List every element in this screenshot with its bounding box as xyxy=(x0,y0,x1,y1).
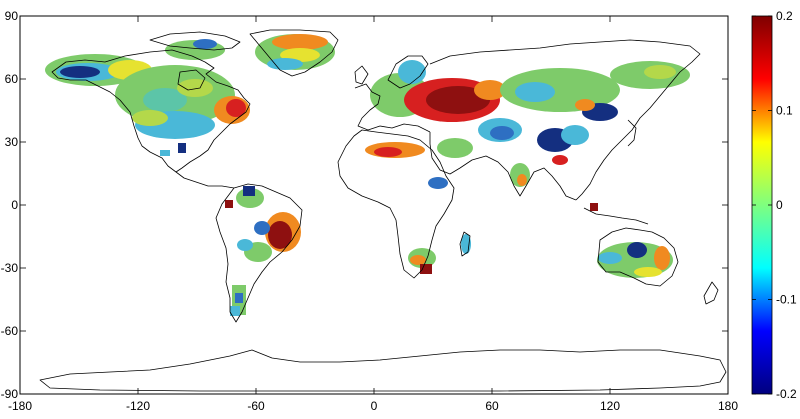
field-blob-australia-blue xyxy=(627,242,647,258)
field-blob-indochina-red xyxy=(590,203,598,211)
field-blob-sa-east-blue xyxy=(254,221,270,235)
field-blob-central-asia-blue xyxy=(490,126,514,140)
x-tick-label: 120 xyxy=(600,399,620,413)
field-blob-alaska-blue xyxy=(60,66,100,78)
y-tick-label: 90 xyxy=(5,9,19,23)
field-blob-east-siberia-yellow xyxy=(644,65,676,79)
coast-greenland xyxy=(249,29,339,77)
y-tick-label: 0 xyxy=(11,198,18,212)
field-blob-sa-central-cyan xyxy=(237,239,253,251)
x-axis: -180 -120 -60 0 60 120 180 xyxy=(8,16,738,413)
field-blob-china-cyan xyxy=(561,125,589,145)
coast-hudson-bay xyxy=(177,69,206,91)
field-blob-sa-patagonia-blue xyxy=(235,293,243,303)
field-blob-arabia-blue xyxy=(428,177,448,189)
field-blob-sa-patagonia-cyan xyxy=(230,306,240,316)
field-blob-southern-africa-orange xyxy=(410,255,426,265)
field-blob-canada-yellow2 xyxy=(177,79,213,97)
coast-arctic-islands xyxy=(149,31,241,51)
field-blob-scandinavia-cyan xyxy=(398,60,426,84)
coast-south-america xyxy=(215,183,303,323)
x-tick-label: 60 xyxy=(485,399,499,413)
coast-europe xyxy=(354,83,431,133)
field-blob-australia-yellow xyxy=(634,267,662,277)
y-tick-label: 60 xyxy=(5,72,19,86)
x-tick-label: 0 xyxy=(371,399,378,413)
field-blob-australia-cyan xyxy=(598,252,622,264)
coast-antarctica xyxy=(39,349,727,392)
coast-madagascar xyxy=(459,231,471,257)
coast-asia-south xyxy=(429,132,577,201)
field-blob-sa-east-red xyxy=(268,221,292,249)
field-blob-sa-north-blue xyxy=(243,186,255,196)
coast-japan xyxy=(627,119,637,147)
field-blob-sa-west-red xyxy=(225,200,233,208)
x-tick-label: -60 xyxy=(247,399,265,413)
coast-uk xyxy=(354,65,369,85)
field-blob-canada-cyan xyxy=(143,88,187,112)
field-blob-russia-darkred xyxy=(426,86,490,114)
field-blob-australia-orange xyxy=(654,246,670,270)
y-axis: 90 60 30 0 -30 -60 -90 xyxy=(1,9,728,401)
coast-new-zealand xyxy=(703,281,719,305)
colorbar-tick-label: 0.2 xyxy=(776,9,793,23)
colorbar-tick-label: -0.1 xyxy=(776,293,797,307)
coast-eurasia-north xyxy=(429,39,701,201)
field-blob-iran-green xyxy=(437,138,473,158)
coast-north-america xyxy=(51,49,251,173)
field-blob-us-yellow xyxy=(132,110,168,126)
field-blob-florida-blue xyxy=(178,143,186,153)
x-tick-label: 180 xyxy=(718,399,738,413)
x-tick-label: -180 xyxy=(8,399,32,413)
field-blob-se-asia-red xyxy=(552,155,568,165)
map-panel xyxy=(19,15,729,395)
field-blob-siberia-cyan xyxy=(515,82,555,102)
field-blob-greenland-cyan xyxy=(267,58,303,70)
field-blob-mongolia-orange xyxy=(575,99,595,111)
y-tick-label: -60 xyxy=(1,324,19,338)
field-blob-middle-east-red xyxy=(374,147,402,157)
x-tick-label: -120 xyxy=(126,399,150,413)
colorbar-ticks: 0.2 0.1 0 -0.1 -0.2 xyxy=(752,9,797,401)
colorbar: 0.2 0.1 0 -0.1 -0.2 xyxy=(751,9,797,401)
coast-scandinavia xyxy=(387,55,429,89)
coastlines xyxy=(39,29,727,392)
y-tick-label: -30 xyxy=(1,261,19,275)
coast-central-america xyxy=(175,171,235,189)
y-tick-label: 30 xyxy=(5,135,19,149)
field-blob-greenland-orange xyxy=(272,34,328,50)
field-blob-southern-africa-darkred xyxy=(420,264,432,274)
coast-australia xyxy=(597,227,679,287)
field-blob-us-east-red xyxy=(226,99,246,117)
coast-africa xyxy=(337,129,455,279)
colorbar-tick-label: 0.1 xyxy=(776,104,793,118)
y-tick-label: -90 xyxy=(1,387,19,401)
field-blob-mexico-cyan xyxy=(160,150,170,156)
colorbar-tick-label: 0 xyxy=(776,198,783,212)
field-blob-india-orange xyxy=(517,174,527,186)
field-blob-arctic-blue xyxy=(193,39,217,49)
field-blob-russia-orange xyxy=(474,80,506,100)
coast-indonesia xyxy=(583,207,649,225)
data-field xyxy=(45,34,690,316)
colorbar-tick-label: -0.2 xyxy=(776,387,797,401)
